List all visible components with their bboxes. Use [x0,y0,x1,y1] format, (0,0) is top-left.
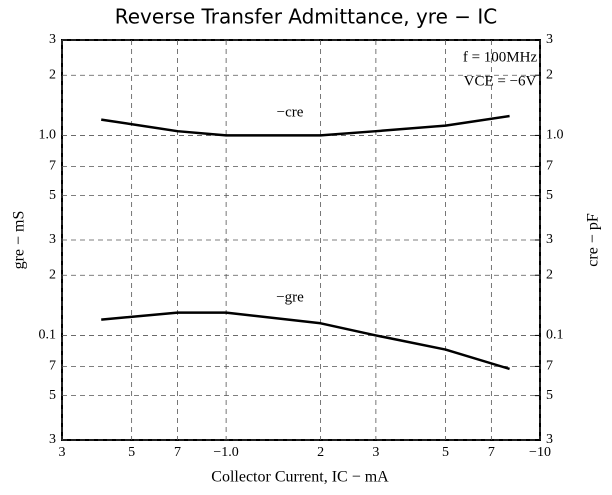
y2-tick-label: 7 [546,159,553,174]
annotation: −gre [276,289,304,305]
y2-tick-label: 3 [546,32,553,47]
x-tick-label: 2 [317,445,324,460]
x-tick-label: −10 [529,445,551,460]
x-tick-label: 5 [128,445,135,460]
y2-tick-label: 3 [546,232,553,247]
series-line [101,114,510,137]
annotation: −cre [277,104,304,120]
annotation: f = 100MHz [463,49,538,65]
annotation: VCE = −6V [464,73,537,89]
y-tick-label: 5 [49,388,56,403]
y2-tick-label: 5 [546,388,553,403]
y2-tick-label: 2 [546,67,553,82]
y2-tick-label: 0.1 [546,328,564,343]
x-tick-label: 5 [442,445,449,460]
x-tick-label: 3 [372,445,379,460]
y-tick-label: 7 [49,159,56,174]
x-tick-label: −1.0 [213,445,238,460]
x-tick-label: 3 [59,445,66,460]
y2-tick-label: 2 [546,267,553,282]
x-axis-label: Collector Current, IC − mA [211,469,389,486]
y-tick-label: 3 [49,32,56,47]
series-line [101,311,510,371]
y-tick-label: 7 [49,359,56,374]
y2-axis-label: cre − pF [585,213,602,267]
y-tick-label: 2 [49,67,56,82]
y2-tick-label: 1.0 [546,128,564,143]
y2-tick-label: 3 [546,432,553,447]
x-tick-label: 7 [488,445,495,460]
y-tick-label: 5 [49,188,56,203]
y2-tick-label: 5 [546,188,553,203]
y-tick-label: 3 [49,432,56,447]
y-tick-label: 2 [49,267,56,282]
y-tick-label: 1.0 [39,128,57,143]
chart-title: Reverse Transfer Admittance, yre − IC [115,5,497,29]
y-tick-label: 3 [49,232,56,247]
y-tick-label: 0.1 [39,328,57,343]
x-tick-label: 7 [174,445,181,460]
y-axis-label: gre − mS [11,211,28,270]
y2-tick-label: 7 [546,359,553,374]
